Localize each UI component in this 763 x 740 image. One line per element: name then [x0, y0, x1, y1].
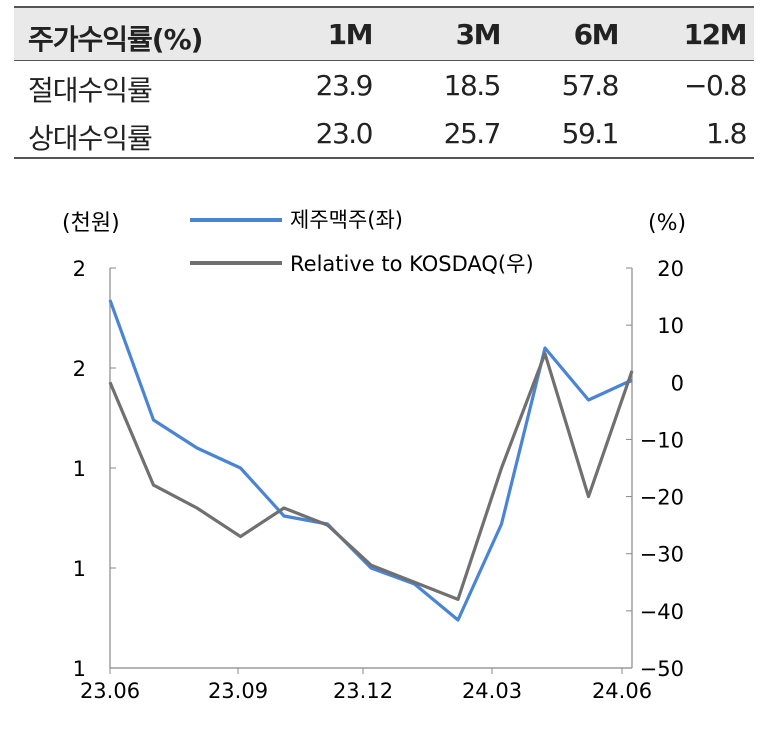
right-tick-label: 10: [657, 314, 684, 338]
left-unit-label: (천원): [62, 211, 120, 236]
table-header-label: 주가수익률(%): [28, 23, 203, 56]
col-header-3m: 3M: [455, 18, 502, 51]
left-tick-label: 2: [73, 257, 86, 281]
table-cell: 25.7: [443, 117, 502, 150]
col-header-12m: 12M: [683, 18, 748, 51]
stock-chart: (천원) (%) 제주맥주(좌) Relative to KOSDAQ(우) 2…: [62, 208, 686, 703]
col-header-6m: 6M: [573, 18, 620, 51]
table-cell: 18.5: [443, 69, 502, 102]
table-header-row: 주가수익률(%) 1M 3M 6M 12M: [14, 6, 754, 61]
axes: 2 2 1 1 1 20 10 0 −10 −20 −30 −40 −50 23.06 23.09 23.12…: [73, 257, 684, 703]
table-row: 절대수익률 23.9 18.5 57.8 −0.8: [14, 61, 754, 109]
x-tick-label: 23.09: [208, 679, 268, 703]
table-cell: 1.8: [705, 117, 748, 150]
x-tick-label: 23.12: [333, 679, 393, 703]
right-tick-label: −20: [640, 486, 684, 510]
table-cell: 59.1: [561, 117, 620, 150]
performance-table: 주가수익률(%) 1M 3M 6M 12M 절대수익률 23.9 18.5 57…: [14, 6, 754, 159]
col-header-1m: 1M: [327, 18, 374, 51]
table-cell: 57.8: [561, 69, 620, 102]
left-tick-label: 1: [73, 657, 86, 681]
series-line-relative: [108, 352, 634, 601]
right-tick-label: −40: [640, 600, 684, 624]
x-tick-label: 23.06: [80, 679, 140, 703]
left-tick-label: 1: [73, 557, 86, 581]
series-lines: [108, 299, 634, 622]
table-cell: −0.8: [684, 69, 748, 102]
right-tick-label: −10: [640, 428, 684, 452]
series-line-stock: [108, 299, 633, 622]
legend: 제주맥주(좌) Relative to KOSDAQ(우): [190, 208, 534, 276]
right-unit-label: (%): [648, 211, 686, 236]
legend-label-stock: 제주맥주(좌): [290, 208, 403, 232]
left-tick-label: 1: [73, 457, 86, 481]
row-label-absolute: 절대수익률: [28, 74, 153, 107]
x-tick-label: 24.03: [462, 679, 522, 703]
table-cell: 23.9: [315, 69, 374, 102]
right-tick-label: −50: [640, 657, 684, 681]
table-cell: 23.0: [315, 117, 374, 150]
row-label-relative: 상대수익률: [28, 122, 153, 155]
table-row: 상대수익률 23.0 25.7 59.1 1.8: [14, 109, 754, 159]
left-tick-label: 2: [73, 357, 86, 381]
right-tick-label: 20: [657, 257, 684, 281]
right-tick-label: −30: [640, 543, 684, 567]
legend-label-relative: Relative to KOSDAQ(우): [290, 252, 534, 276]
right-tick-label: 0: [671, 371, 684, 395]
x-tick-label: 24.06: [592, 679, 652, 703]
